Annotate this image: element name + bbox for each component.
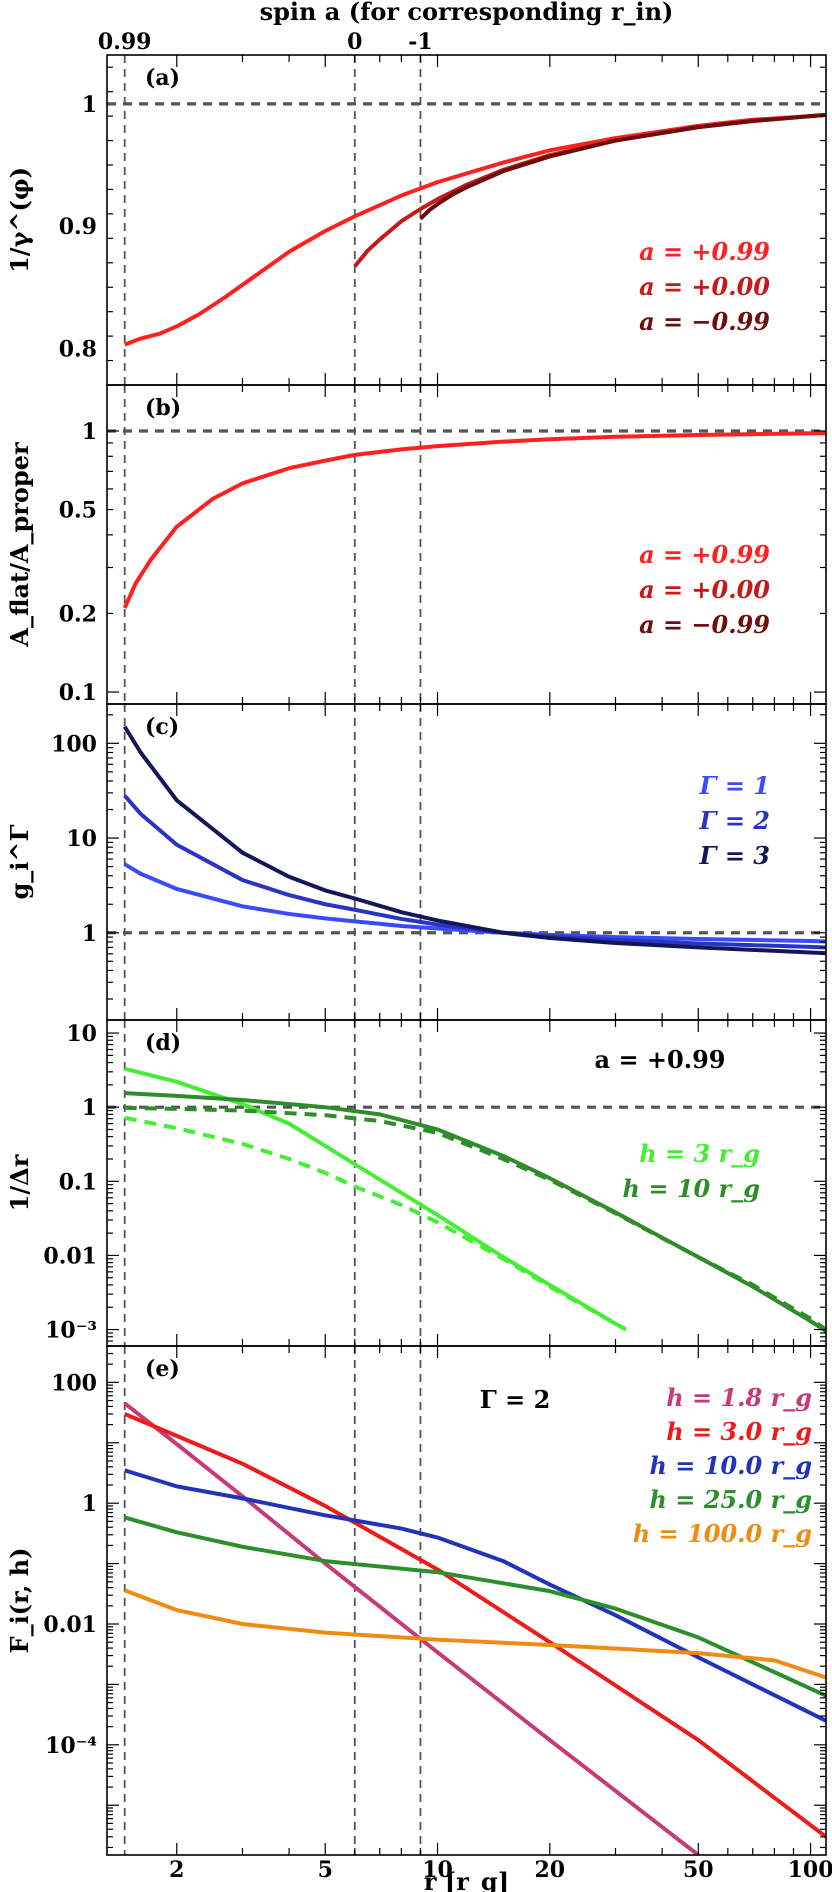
top-tick-label-2: -1	[408, 29, 432, 55]
panel-a-series-2	[419, 112, 826, 221]
panel-a-plot	[107, 55, 826, 385]
x-tick-label-0: 2	[169, 1857, 184, 1883]
x-tick-label-1: 5	[318, 1857, 333, 1883]
panel-a-ytick-label-1: 0.9	[59, 214, 97, 240]
panel-d-annotation: a = +0.99	[595, 1045, 726, 1074]
panel-e-ytick-label-2: 1	[82, 1491, 97, 1517]
panel-c-series-0	[123, 862, 826, 944]
panel-e-series-4	[123, 1588, 826, 1680]
panel-b-ytick-label-1: 0.2	[59, 601, 97, 627]
panel-d-ytick-label-2: 0.1	[59, 1169, 97, 1195]
panel-a-legend-2: a = −0.99	[639, 307, 770, 336]
panel-d-series-0	[124, 1066, 627, 1332]
panel-c-ytick-label-1: 10	[66, 826, 97, 852]
panel-d-legend-1: h = 10 r_g	[623, 1174, 760, 1203]
panel-a-legend-1: a = +0.00	[639, 272, 770, 301]
panel-d-ytick-label-1: 0.01	[43, 1243, 97, 1269]
panel-a-label: (a)	[145, 65, 180, 91]
panel-c-ytick-label-0: 1	[82, 921, 97, 947]
panel-d-ytick-label-0: 10⁻³	[45, 1318, 97, 1344]
panel-d-ytick-label-4: 10	[66, 1021, 97, 1047]
panel-e-ytick-label-3: 100	[51, 1370, 97, 1396]
panel-c-ytick-label-2: 100	[51, 731, 97, 757]
panel-d-plot	[107, 1020, 826, 1346]
panel-c-series-1	[123, 794, 826, 950]
panel-e-frame	[106, 1345, 827, 1856]
panel-e-ytick-label-1: 0.01	[43, 1612, 97, 1638]
panel-b-legend-1: a = +0.00	[639, 575, 770, 604]
panel-d-ylabel: 1/Δr	[5, 1154, 34, 1211]
panel-e-legend-3: h = 25.0 r_g	[649, 1485, 812, 1514]
panel-d-series-1	[124, 1115, 627, 1332]
x-tick-label-3: 20	[535, 1857, 566, 1883]
panel-b-legend-2: a = −0.99	[639, 610, 770, 639]
panel-e-ytick-label-0: 10⁻⁴	[45, 1733, 97, 1759]
panel-e-legend-2: h = 10.0 r_g	[649, 1451, 812, 1480]
text-layer: 0.8 0.9 1 (a) 1/γ^(φ) a = +0.99 a = +0.00 a = −…	[5, 0, 832, 1892]
panel-b-ylabel: A_flat/A_proper	[5, 442, 34, 648]
panel-e-legend-4: h = 100.0 r_g	[633, 1519, 812, 1548]
panel-d-ytick-label-3: 1	[82, 1095, 97, 1121]
panel-e-legend-0: h = 1.8 r_g	[666, 1383, 812, 1412]
panel-e-ylabel: F_i(r, h)	[5, 1548, 34, 1654]
panel-e-series-2	[124, 1468, 826, 1723]
x-axis-title: r [r_g]	[424, 1867, 509, 1892]
top-axis-title: spin a (for corresponding r_in)	[260, 0, 674, 26]
panel-e-plot	[123, 1346, 826, 1855]
x-tick-label-2: 10	[422, 1857, 453, 1883]
panel-b-clipped	[107, 385, 826, 704]
panel-c-label: (c)	[145, 714, 179, 740]
panel-b-plot	[107, 385, 826, 704]
panel-a-legend-0: a = +0.99	[639, 237, 770, 266]
panel-d-series-2	[124, 1091, 826, 1333]
panel-e-series-3	[124, 1515, 826, 1698]
panel-c-ylabel: g_i^Γ	[5, 824, 34, 899]
top-tick-label-0: 0.99	[98, 29, 152, 55]
panel-d-series-3	[124, 1105, 826, 1332]
panel-e-series-0	[123, 1401, 702, 1855]
panel-c-series-2	[122, 725, 826, 956]
panel-c-legend-2: Γ = 3	[698, 841, 770, 870]
panel-b-label: (b)	[145, 395, 181, 421]
panel-d-legend-0: h = 3 r_g	[639, 1139, 760, 1168]
panel-c-clipped	[107, 704, 826, 1020]
data-layer	[107, 55, 826, 1855]
panel-e-legend-1: h = 3.0 r_g	[666, 1417, 812, 1446]
panel-b-legend-0: a = +0.99	[639, 540, 770, 569]
panel-b-ytick-label-0: 0.1	[59, 680, 97, 706]
panel-e-label: (e)	[145, 1356, 180, 1382]
panel-c-plot	[107, 704, 826, 1020]
frames-layer	[106, 54, 827, 1856]
panel-a-ylabel: 1/γ^(φ)	[5, 167, 34, 273]
x-tick-label-5: 100	[788, 1857, 832, 1883]
panel-d-clipped	[107, 1020, 826, 1346]
panel-a-ytick-label-0: 0.8	[59, 336, 97, 362]
panel-c-legend-1: Γ = 2	[698, 806, 770, 835]
panel-b-series-0	[122, 431, 826, 609]
panel-a-clipped	[107, 55, 826, 385]
panel-a-ytick-label-2: 1	[82, 92, 97, 118]
panel-b-ytick-label-2: 0.5	[59, 498, 97, 524]
panel-e-series-1	[123, 1412, 826, 1839]
panel-e-clipped	[123, 1346, 826, 1855]
panel-b-ytick-label-3: 1	[82, 419, 97, 445]
x-tick-label-4: 50	[683, 1857, 714, 1883]
panel-c-legend-0: Γ = 1	[698, 771, 770, 800]
top-tick-label-1: 0	[347, 29, 362, 55]
panel-e-annotation: Γ = 2	[480, 1385, 551, 1414]
panel-d-label: (d)	[145, 1030, 181, 1056]
